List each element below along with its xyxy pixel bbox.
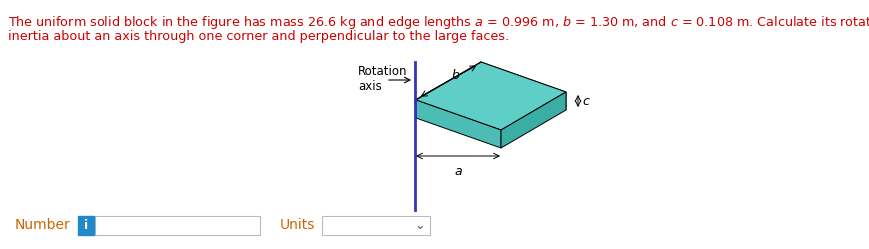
Text: The uniform solid block in the figure has mass 26.6 kg and edge lengths $a$ = 0.: The uniform solid block in the figure ha… — [8, 14, 869, 31]
Text: inertia about an axis through one corner and perpendicular to the large faces.: inertia about an axis through one corner… — [8, 30, 508, 43]
FancyBboxPatch shape — [322, 216, 429, 235]
Text: $b$: $b$ — [451, 68, 461, 82]
Text: $c$: $c$ — [581, 95, 590, 108]
Polygon shape — [415, 62, 566, 130]
Text: Number: Number — [15, 218, 70, 232]
Text: $a$: $a$ — [453, 165, 462, 178]
Polygon shape — [501, 92, 566, 148]
Polygon shape — [415, 100, 501, 148]
Text: Units: Units — [280, 218, 315, 232]
Text: Rotation
axis: Rotation axis — [357, 65, 407, 93]
Text: ⌄: ⌄ — [415, 219, 425, 232]
FancyBboxPatch shape — [95, 216, 260, 235]
Polygon shape — [481, 62, 566, 110]
FancyBboxPatch shape — [78, 216, 94, 235]
Text: i: i — [83, 219, 88, 232]
